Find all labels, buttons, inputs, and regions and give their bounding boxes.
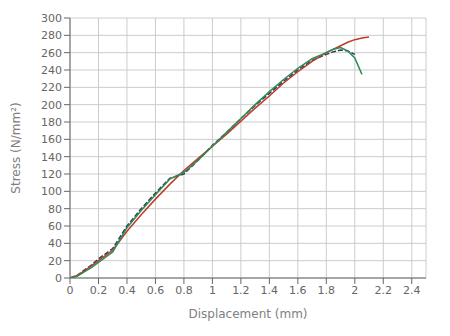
svg-text:240: 240 <box>41 64 62 77</box>
svg-text:280: 280 <box>41 29 62 42</box>
svg-text:1.4: 1.4 <box>261 284 279 297</box>
svg-text:1.8: 1.8 <box>318 284 336 297</box>
svg-text:1.2: 1.2 <box>232 284 250 297</box>
svg-text:40: 40 <box>48 237 62 250</box>
svg-text:2.4: 2.4 <box>403 284 421 297</box>
svg-text:Displacement (mm): Displacement (mm) <box>188 307 307 321</box>
svg-text:180: 180 <box>41 116 62 129</box>
svg-text:260: 260 <box>41 47 62 60</box>
svg-text:300: 300 <box>41 12 62 25</box>
svg-text:0.6: 0.6 <box>147 284 165 297</box>
svg-text:1: 1 <box>209 284 216 297</box>
svg-text:160: 160 <box>41 133 62 146</box>
svg-text:60: 60 <box>48 220 62 233</box>
svg-text:220: 220 <box>41 81 62 94</box>
svg-text:140: 140 <box>41 151 62 164</box>
svg-text:200: 200 <box>41 99 62 112</box>
svg-text:80: 80 <box>48 203 62 216</box>
svg-text:2: 2 <box>351 284 358 297</box>
svg-text:0.4: 0.4 <box>118 284 136 297</box>
svg-text:0.8: 0.8 <box>175 284 193 297</box>
svg-text:2.2: 2.2 <box>375 284 393 297</box>
svg-text:1.6: 1.6 <box>289 284 307 297</box>
svg-text:0: 0 <box>55 272 62 285</box>
svg-text:0.2: 0.2 <box>90 284 108 297</box>
svg-text:Stress (N/mm²): Stress (N/mm²) <box>9 102 23 193</box>
svg-text:0: 0 <box>67 284 74 297</box>
svg-text:120: 120 <box>41 168 62 181</box>
svg-text:100: 100 <box>41 185 62 198</box>
svg-text:20: 20 <box>48 255 62 268</box>
